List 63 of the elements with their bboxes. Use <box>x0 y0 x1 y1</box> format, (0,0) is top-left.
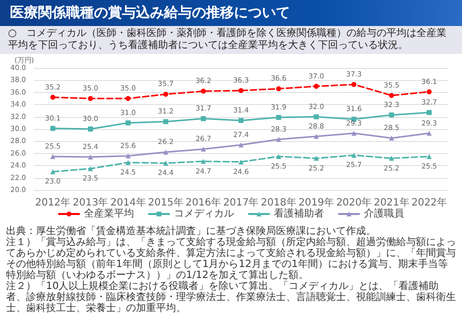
point <box>276 136 282 142</box>
point <box>276 114 282 120</box>
point <box>200 146 206 152</box>
point <box>50 94 56 100</box>
point <box>314 84 319 89</box>
point <box>426 110 432 116</box>
point <box>50 126 56 131</box>
point <box>200 88 206 94</box>
point <box>200 158 206 164</box>
point <box>88 166 93 172</box>
point <box>238 88 244 94</box>
point <box>351 130 356 136</box>
chart-subtitle: ○ コメディカル（医師・歯科医師・薬剤師・看護師を除く医療関係職種）の給与の平均は全産業平均を下回っており、うち看護補助者については全産業平均を大きく下回っている状況。 <box>0 26 462 54</box>
point <box>50 169 56 174</box>
point <box>389 136 394 141</box>
x-tick-label: 2022年 <box>411 196 447 208</box>
source-note: 出典：厚生労働省「賃金構造基本統計調査」に基づき保険局医療課において作成。 <box>6 226 376 237</box>
point <box>314 114 319 120</box>
point <box>426 154 432 159</box>
point <box>389 156 394 161</box>
point <box>200 116 206 122</box>
point <box>314 134 319 139</box>
point <box>389 92 394 98</box>
point <box>276 86 282 92</box>
x-tick-label: 2019年 <box>298 196 334 208</box>
point <box>238 118 244 123</box>
x-tick-label: 2015年 <box>148 196 184 208</box>
point <box>238 142 244 148</box>
text: 注２）「10人以上規模企業における役職者」を除いて算出。「コメディカル」とは、「看護補助者、診療放射線技師・臨床検査技師・理学療法士、作業療法士、言語聴覚士、視能訓練士、歯科衛生士、歯科技工士、栄養士」の加重平均。 <box>6 281 456 314</box>
point <box>50 154 56 159</box>
x-tick-label: 2017年 <box>223 196 259 208</box>
point <box>163 150 168 155</box>
legend-label: 看護補助者 <box>274 208 324 220</box>
point <box>163 119 168 124</box>
text: 注１）「賞与込み給与」は、「きまって支給する現金給与額（所定内給与額、超過労働給与額によってあらかじめ定められている支給条件、算定方法によって支給される現金給与額）」に、「年間賞与その他特別給与額（前年1年間（原則として1月から12月までの1年間）における賞与、期末手当等特別給与額（いわゆるボーナス））」の1/12を加えて算出した額。 <box>6 237 456 281</box>
point <box>238 159 244 164</box>
point <box>426 89 432 94</box>
point <box>88 154 93 160</box>
point <box>126 96 131 101</box>
point <box>389 112 394 118</box>
chart-title: 医療関係職種の賞与込み給与の推移について <box>0 0 462 26</box>
x-tick-label: 2018年 <box>260 196 296 208</box>
legend-label: 全産業平均 <box>84 208 134 220</box>
point <box>163 160 168 166</box>
x-tick-label: 2013年 <box>72 196 108 208</box>
point <box>88 96 93 101</box>
point <box>126 153 131 158</box>
x-tick-label: 2016年 <box>186 196 222 208</box>
point <box>163 92 168 97</box>
legend-label: コメディカル <box>174 208 234 220</box>
legend-label: 介護職員 <box>364 208 404 220</box>
point <box>126 120 131 126</box>
x-tick-label: 2012年 <box>35 196 71 208</box>
point <box>314 156 319 161</box>
point <box>351 82 356 87</box>
point <box>426 130 432 136</box>
point <box>88 126 93 132</box>
x-tick-label: 2014年 <box>110 196 146 208</box>
x-tick-label: 2020年 <box>336 196 372 208</box>
x-tick-label: 2021年 <box>374 196 410 208</box>
point <box>126 160 131 166</box>
point <box>276 154 282 159</box>
point <box>351 152 356 158</box>
